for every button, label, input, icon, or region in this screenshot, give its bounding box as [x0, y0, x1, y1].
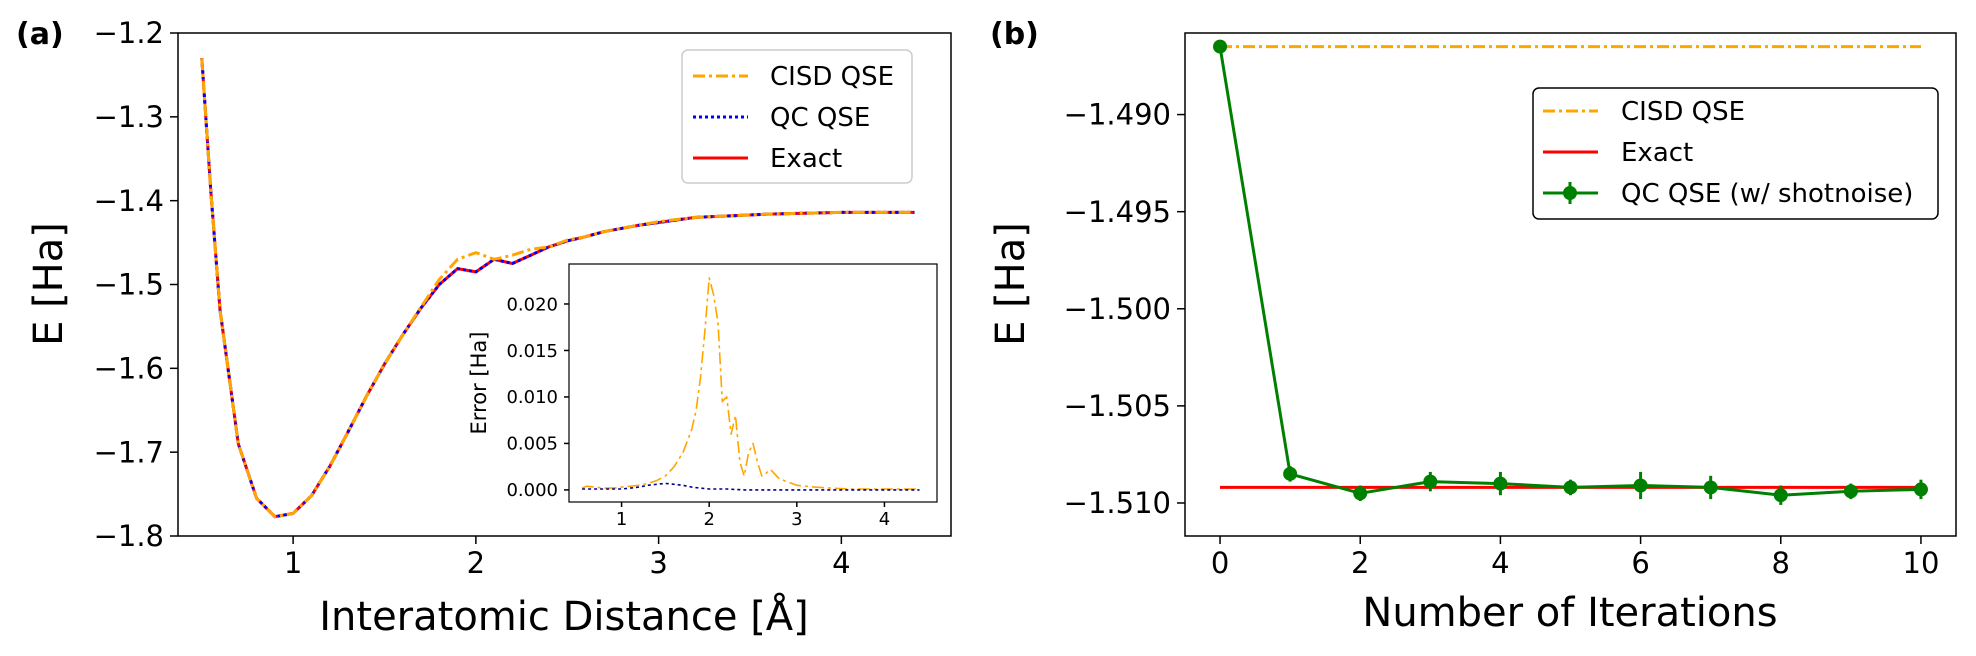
inset-qc-error-line	[582, 482, 920, 491]
panel-b-ytick-label: −1.500	[1064, 292, 1171, 326]
panel-a-ytick-label: −1.8	[94, 519, 164, 553]
panel-a-ytick-label: −1.2	[94, 16, 164, 50]
qc-qse-point	[1213, 39, 1228, 54]
panel-b-xtick-label: 2	[1351, 546, 1369, 580]
panel-a-ytick-label: −1.3	[94, 100, 164, 134]
panel-a-ytick-label: −1.7	[94, 435, 164, 469]
legend-b-swatch-marker	[1563, 186, 1577, 200]
panel-b: (b) 0 2 4 6 8 10 −1.510 −1.505 −1.500 −1.495 −1.4…	[988, 17, 1957, 636]
inset-cisd-error-line	[581, 277, 920, 490]
panel-a-ylabel: E [Ha]	[26, 222, 72, 346]
inset-error-plot: 1 2 3 4 0.000 0.005 0.010 0.015 0.020 Error [Ha…	[467, 263, 938, 530]
inset-ytick-label: 0.015	[506, 341, 558, 362]
panel-b-ytick-label: −1.510	[1064, 486, 1171, 520]
qc-qse-point	[1633, 478, 1648, 493]
legend-b-label-exact: Exact	[1621, 138, 1693, 168]
panel-b-ylabel: E [Ha]	[988, 222, 1034, 346]
panel-b-ytick-label: −1.490	[1064, 98, 1171, 132]
qc-qse-point	[1563, 480, 1578, 495]
panel-a-label: (a)	[16, 17, 64, 52]
inset-xtick-label: 1	[616, 509, 627, 530]
inset-ylabel: Error [Ha]	[467, 332, 491, 435]
panel-b-xtick-label: 6	[1631, 546, 1649, 580]
qc-qse-point	[1423, 474, 1438, 489]
panel-b-legend: CISD QSE Exact QC QSE (w/ shotnoise)	[1532, 87, 1939, 220]
panel-b-xtick-label: 4	[1491, 546, 1509, 580]
legend-b-label-cisd-qse: CISD QSE	[1621, 97, 1745, 127]
panel-a-ytick-label: −1.6	[94, 351, 164, 385]
panel-a-xtick-label: 4	[832, 546, 850, 580]
inset-background	[569, 264, 937, 502]
qc-qse-point	[1493, 476, 1508, 491]
panel-b-frame	[1184, 32, 1957, 537]
series-qc-qse-line	[200, 58, 915, 519]
panel-b-ytick-label: −1.505	[1064, 389, 1171, 423]
qc-qse-point	[1353, 486, 1368, 501]
panel-a-legend-box	[681, 49, 913, 184]
qc-qse-point	[1913, 482, 1928, 497]
panel-b-xlabel: Number of Iterations	[1362, 590, 1777, 636]
inset-xtick-label: 2	[703, 509, 714, 530]
legend-label-exact: Exact	[770, 144, 842, 174]
inset-xtick-label: 4	[879, 509, 890, 530]
panel-a-xtick-label: 3	[649, 546, 667, 580]
panel-a-ytick-label: −1.4	[94, 184, 164, 218]
panel-a-xtick-label: 1	[284, 546, 302, 580]
panel-b-xtick-label: 8	[1772, 546, 1790, 580]
legend-label-qc-qse: QC QSE	[770, 103, 870, 133]
qc-qse-point	[1773, 488, 1788, 503]
panel-b-legend-box	[1532, 87, 1939, 220]
qc-qse-point	[1703, 480, 1718, 495]
panel-a-xtick-label: 2	[467, 546, 485, 580]
inset-ytick-label: 0.010	[506, 387, 558, 408]
series-cisd-qse-line	[200, 58, 915, 519]
panel-b-ytick-label: −1.495	[1064, 195, 1171, 229]
inset-ytick-label: 0.005	[506, 434, 558, 455]
inset-xtick-label: 3	[791, 509, 802, 530]
legend-label-cisd-qse: CISD QSE	[770, 62, 894, 92]
panel-a: (a) 1 2 3 4 −1.8 −1.7 −1.6 −1.5 −1.4 −1.3 −1.2 In…	[16, 16, 952, 640]
inset-ytick-label: 0.020	[506, 294, 558, 315]
legend-b-label-qc-qse-shotnoise: QC QSE (w/ shotnoise)	[1621, 179, 1913, 209]
panel-b-xtick-label: 0	[1211, 546, 1229, 580]
qc-qse-point	[1843, 484, 1858, 499]
panel-a-ytick-label: −1.5	[94, 268, 164, 302]
panel-a-xlabel: Interatomic Distance [Å]	[319, 592, 809, 640]
panel-a-legend: CISD QSE QC QSE Exact	[681, 49, 913, 184]
panel-b-label: (b)	[990, 17, 1039, 52]
qc-qse-point	[1283, 466, 1298, 481]
panel-b-xtick-label: 10	[1903, 546, 1940, 580]
inset-ytick-label: 0.000	[506, 480, 558, 501]
inset-frame	[568, 263, 938, 503]
